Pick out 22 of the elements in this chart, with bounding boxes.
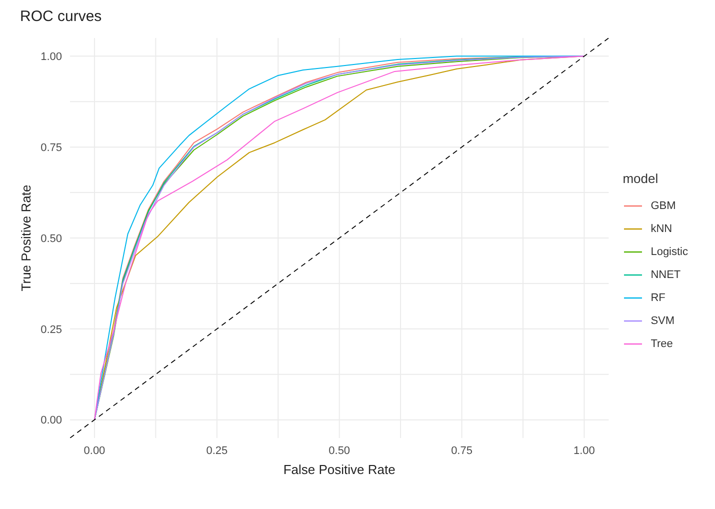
x-tick-label: 1.00	[574, 444, 595, 457]
y-tick-label: 1.00	[40, 51, 62, 64]
legend-label: Logistic	[650, 246, 688, 258]
legend-label: RF	[650, 292, 666, 304]
y-axis-title: True Positive Rate	[18, 184, 34, 292]
legend-title: model	[622, 171, 660, 186]
y-tick-label: 0.75	[40, 142, 62, 154]
legend-label: SVM	[650, 314, 675, 326]
legend-label: NNET	[650, 268, 681, 280]
y-tick-label: 0.50	[40, 232, 62, 245]
y-tick-label: 0.00	[40, 414, 62, 427]
y-tick-label: 0.25	[40, 324, 62, 336]
x-tick-label: 0.25	[206, 444, 228, 457]
legend-label: kNN	[650, 222, 672, 234]
legend-label: Tree	[650, 338, 673, 350]
chart-title: ROC curves	[19, 8, 103, 27]
x-tick-label: 0.50	[328, 444, 350, 457]
legend-label: GBM	[650, 200, 676, 212]
x-tick-label: 0.00	[84, 444, 106, 457]
line-series	[94, 56, 585, 420]
x-axis-title: False Positive Rate	[283, 462, 396, 477]
x-tick-label: 0.75	[451, 444, 472, 457]
